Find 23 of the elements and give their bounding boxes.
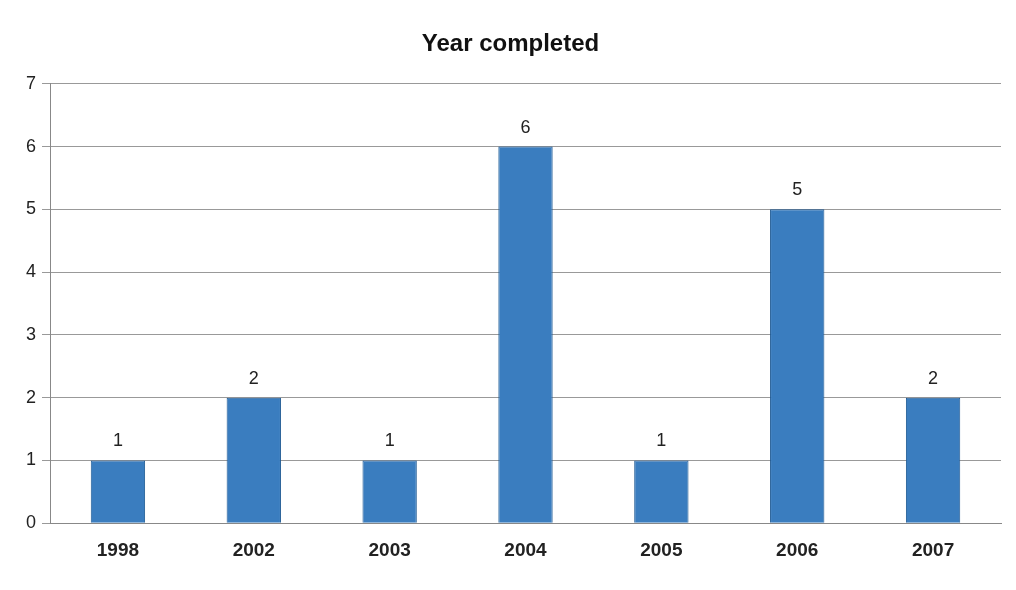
data-label: 2	[928, 367, 939, 388]
data-label: 1	[384, 430, 395, 451]
x-tick-label: 2003	[368, 538, 411, 560]
data-label: 5	[792, 179, 803, 200]
x-tick-label: 2002	[232, 538, 275, 560]
x-tick-label: 2005	[640, 538, 683, 560]
y-tick-label: 6	[26, 135, 37, 156]
y-tick-label: 4	[26, 261, 37, 282]
chart-title: Year completed	[421, 29, 600, 57]
x-tick-label: 2007	[911, 538, 955, 560]
y-tick-label: 1	[26, 449, 37, 470]
data-label: 1	[112, 430, 123, 451]
x-tick-label: 2006	[776, 538, 819, 560]
y-tick-label: 2	[26, 386, 37, 407]
data-label: 1	[656, 430, 667, 451]
y-tick-label: 3	[26, 323, 37, 344]
data-label: 6	[520, 116, 531, 137]
y-tick-label: 0	[26, 512, 37, 533]
data-label: 2	[248, 367, 259, 388]
y-tick-label: 5	[26, 198, 37, 219]
y-tick-label: 7	[26, 72, 37, 93]
x-tick-label: 2004	[504, 538, 548, 560]
x-tick-label: 1998	[96, 538, 140, 560]
